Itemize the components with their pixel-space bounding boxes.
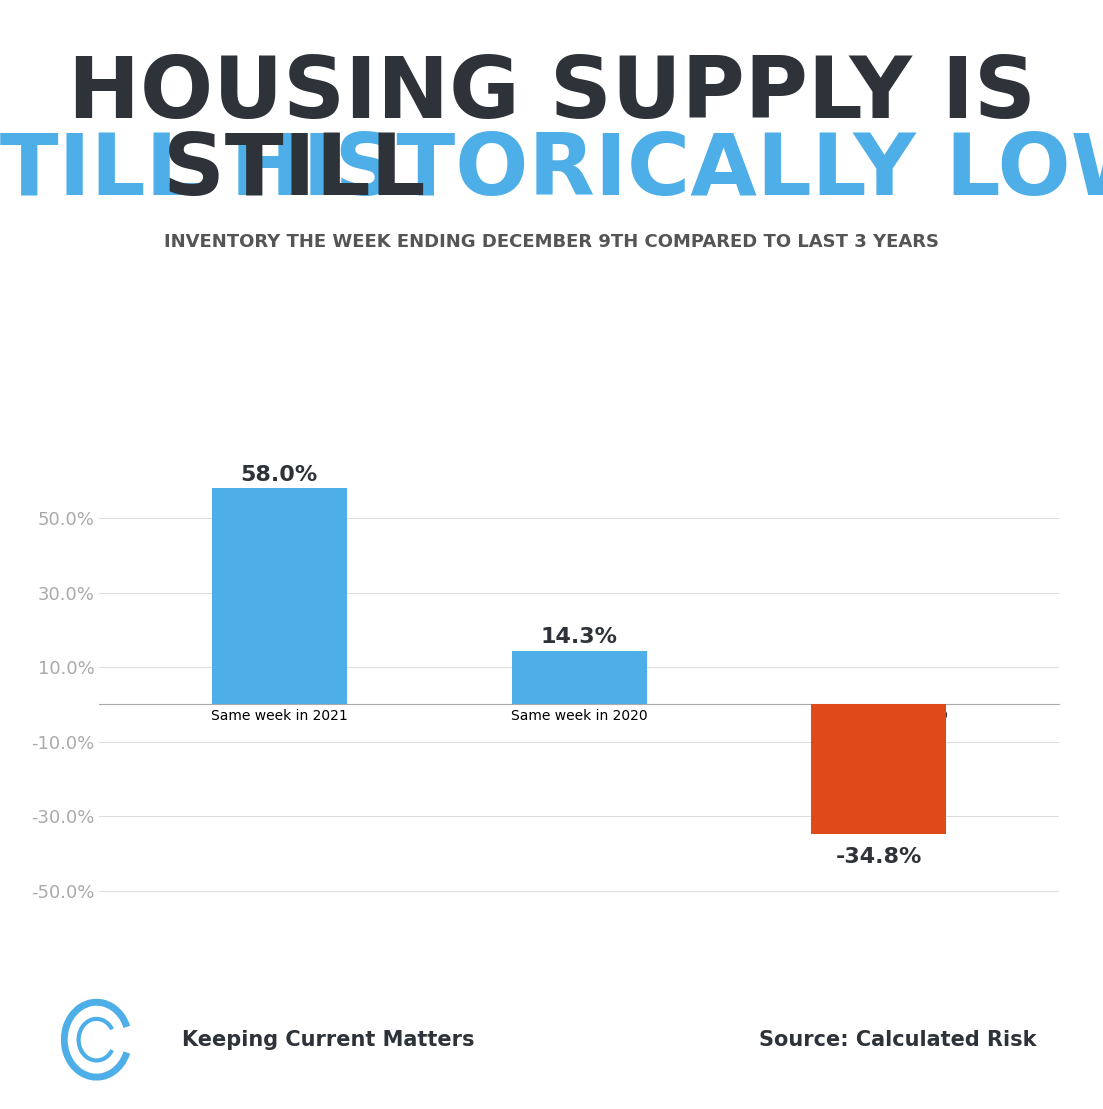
Text: Keeping Current Matters: Keeping Current Matters <box>182 1030 474 1050</box>
Text: -34.8%: -34.8% <box>836 847 922 867</box>
Text: 58.0%: 58.0% <box>240 465 318 485</box>
Bar <box>212 488 346 704</box>
Text: STILL: STILL <box>163 131 456 213</box>
Text: STILL HISTORICALLY LOW: STILL HISTORICALLY LOW <box>0 131 1103 213</box>
Text: INVENTORY THE WEEK ENDING DECEMBER 9TH COMPARED TO LAST 3 YEARS: INVENTORY THE WEEK ENDING DECEMBER 9TH C… <box>164 233 939 251</box>
Text: Source: Calculated Risk: Source: Calculated Risk <box>759 1030 1037 1050</box>
Text: 14.3%: 14.3% <box>540 628 618 648</box>
Text: HOUSING SUPPLY IS: HOUSING SUPPLY IS <box>67 53 1036 135</box>
Bar <box>512 651 646 704</box>
Bar <box>812 704 946 834</box>
